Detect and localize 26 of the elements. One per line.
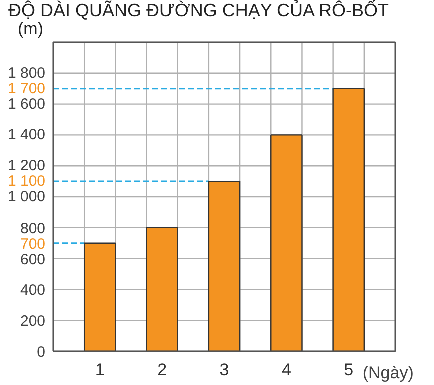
x-tick-label: 4 xyxy=(282,360,292,380)
x-axis-title: (Ngày) xyxy=(362,364,414,382)
ref-line-label: 1 100 xyxy=(8,173,46,190)
y-tick-label: 1 800 xyxy=(8,64,46,82)
bar xyxy=(84,242,116,352)
x-tick-label: 3 xyxy=(220,360,230,380)
y-tick-label: 0 xyxy=(37,344,46,361)
y-tick-label: 1 200 xyxy=(8,158,46,175)
y-axis-title: (m) xyxy=(18,20,44,38)
y-tick-label: 600 xyxy=(20,251,46,268)
ref-line-label: 700 xyxy=(20,236,46,253)
y-tick-label: 1 400 xyxy=(8,126,46,144)
x-tick-label: 2 xyxy=(158,360,168,380)
y-tick-label: 800 xyxy=(20,220,46,238)
y-tick-label: 400 xyxy=(20,282,46,300)
bar xyxy=(332,88,366,352)
y-tick-label: 200 xyxy=(20,313,46,330)
bar xyxy=(146,227,178,352)
x-tick-label: 1 xyxy=(95,360,105,380)
chart-title: ĐỘ DÀI QUÃNG ĐƯỜNG CHẠY CỦA RÔ-BỐT xyxy=(8,0,390,20)
bar xyxy=(208,180,241,352)
bar xyxy=(270,134,303,352)
y-tick-label: 1 000 xyxy=(8,188,46,206)
ref-line-label: 1 700 xyxy=(8,80,46,98)
y-tick-label: 1 600 xyxy=(8,96,46,113)
x-tick-label: 5 xyxy=(344,360,354,380)
